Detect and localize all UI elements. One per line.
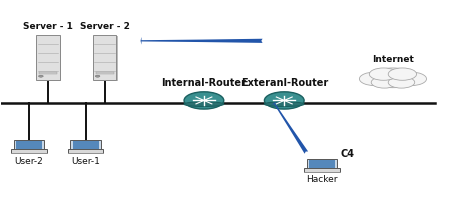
Ellipse shape bbox=[184, 102, 224, 107]
FancyBboxPatch shape bbox=[304, 168, 340, 172]
Text: Internal-Router: Internal-Router bbox=[162, 78, 246, 88]
Circle shape bbox=[369, 69, 398, 81]
FancyBboxPatch shape bbox=[39, 72, 57, 74]
Text: Exteranl-Router: Exteranl-Router bbox=[241, 78, 328, 88]
Text: User-2: User-2 bbox=[15, 156, 44, 165]
Circle shape bbox=[388, 77, 415, 89]
FancyBboxPatch shape bbox=[71, 141, 101, 150]
FancyBboxPatch shape bbox=[14, 141, 45, 150]
Text: Hacker: Hacker bbox=[306, 175, 338, 184]
Circle shape bbox=[38, 76, 43, 78]
Text: Internet: Internet bbox=[372, 55, 414, 64]
Text: Server - 2: Server - 2 bbox=[80, 21, 129, 30]
FancyBboxPatch shape bbox=[37, 36, 61, 82]
Circle shape bbox=[359, 73, 391, 86]
FancyBboxPatch shape bbox=[16, 142, 42, 149]
Circle shape bbox=[395, 73, 427, 86]
FancyBboxPatch shape bbox=[96, 72, 114, 74]
FancyBboxPatch shape bbox=[309, 160, 335, 168]
Circle shape bbox=[264, 92, 304, 110]
FancyBboxPatch shape bbox=[68, 150, 103, 154]
FancyBboxPatch shape bbox=[94, 36, 118, 82]
Text: Server - 1: Server - 1 bbox=[23, 21, 73, 30]
Circle shape bbox=[371, 77, 398, 89]
Circle shape bbox=[388, 69, 417, 81]
FancyBboxPatch shape bbox=[11, 150, 47, 154]
Circle shape bbox=[370, 69, 416, 88]
FancyBboxPatch shape bbox=[73, 142, 99, 149]
FancyBboxPatch shape bbox=[36, 35, 60, 81]
Text: C4: C4 bbox=[341, 148, 355, 158]
Text: User-1: User-1 bbox=[71, 156, 100, 165]
FancyBboxPatch shape bbox=[93, 35, 117, 81]
Circle shape bbox=[95, 76, 100, 78]
Circle shape bbox=[184, 92, 224, 110]
FancyBboxPatch shape bbox=[307, 159, 337, 169]
Ellipse shape bbox=[264, 102, 304, 107]
